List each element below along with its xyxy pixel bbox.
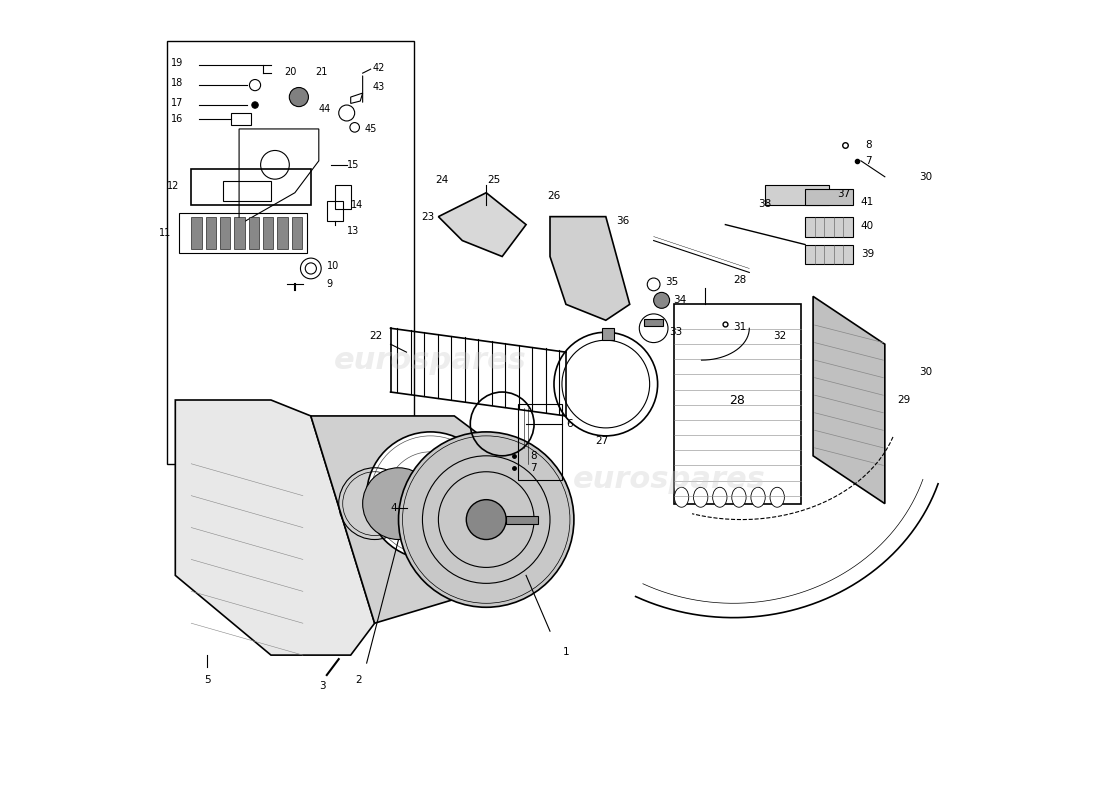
Bar: [277, 217, 288, 249]
Bar: [766, 185, 829, 205]
Text: 44: 44: [319, 104, 331, 114]
Bar: [223, 181, 271, 201]
Text: 7: 7: [530, 462, 537, 473]
Bar: [263, 217, 274, 249]
Circle shape: [252, 102, 258, 108]
Text: 20: 20: [285, 67, 297, 77]
Text: 8: 8: [530, 451, 537, 461]
Text: 24: 24: [436, 174, 449, 185]
Text: 14: 14: [351, 200, 363, 210]
Bar: [167, 42, 415, 464]
Ellipse shape: [732, 487, 746, 507]
Text: 19: 19: [170, 58, 184, 68]
Text: 45: 45: [365, 124, 377, 134]
Text: 17: 17: [170, 98, 184, 108]
Ellipse shape: [674, 487, 689, 507]
Ellipse shape: [693, 487, 708, 507]
Text: 18: 18: [170, 78, 184, 88]
Bar: [206, 217, 216, 249]
Text: 3: 3: [319, 681, 326, 690]
Bar: [673, 304, 801, 504]
Text: 34: 34: [673, 295, 686, 306]
Text: 8: 8: [865, 140, 871, 150]
Bar: [292, 217, 302, 249]
Bar: [805, 217, 852, 237]
Bar: [602, 328, 614, 340]
Bar: [220, 217, 230, 249]
Text: eurospares: eurospares: [334, 346, 527, 374]
Text: 2: 2: [355, 675, 362, 685]
Polygon shape: [813, 296, 884, 504]
Polygon shape: [439, 193, 526, 257]
Text: 22: 22: [370, 331, 383, 342]
Circle shape: [398, 432, 574, 607]
Text: 30: 30: [920, 367, 933, 377]
Text: 41: 41: [861, 198, 875, 207]
Polygon shape: [311, 416, 486, 623]
Polygon shape: [550, 217, 629, 320]
Text: 29: 29: [896, 395, 910, 405]
Text: eurospares: eurospares: [573, 466, 766, 494]
Circle shape: [289, 87, 308, 106]
Text: 21: 21: [315, 67, 327, 77]
Circle shape: [363, 468, 434, 539]
Bar: [506, 515, 538, 523]
Bar: [518, 404, 562, 480]
Text: 23: 23: [421, 212, 434, 222]
Bar: [327, 201, 343, 221]
Bar: [805, 189, 852, 205]
Text: 5: 5: [204, 675, 210, 685]
Text: 6: 6: [565, 419, 573, 429]
Bar: [231, 113, 251, 125]
Text: 27: 27: [595, 436, 608, 446]
Text: 13: 13: [346, 226, 359, 236]
Text: 43: 43: [373, 82, 385, 92]
Text: 15: 15: [346, 160, 359, 170]
Bar: [191, 217, 201, 249]
Bar: [249, 217, 258, 249]
Text: 11: 11: [160, 227, 172, 238]
Text: 30: 30: [920, 172, 933, 182]
Bar: [234, 217, 244, 249]
Polygon shape: [175, 400, 375, 655]
Text: 33: 33: [670, 327, 683, 338]
Text: 28: 28: [734, 275, 747, 286]
Text: 16: 16: [170, 114, 184, 124]
Text: 35: 35: [666, 277, 679, 287]
Text: 26: 26: [548, 190, 561, 201]
Text: 42: 42: [373, 62, 385, 73]
Text: 38: 38: [759, 198, 772, 209]
Text: 31: 31: [734, 322, 747, 332]
Bar: [645, 319, 663, 326]
Ellipse shape: [770, 487, 784, 507]
Circle shape: [653, 292, 670, 308]
Bar: [805, 245, 852, 265]
Bar: [179, 213, 307, 253]
Ellipse shape: [713, 487, 727, 507]
Text: 36: 36: [616, 216, 629, 226]
Text: 32: 32: [773, 331, 786, 342]
Text: 4: 4: [390, 502, 397, 513]
Text: 40: 40: [861, 222, 875, 231]
Bar: [334, 185, 351, 209]
Text: 25: 25: [487, 174, 500, 185]
Text: 1: 1: [562, 647, 570, 657]
Text: 7: 7: [865, 156, 871, 166]
Text: 10: 10: [327, 261, 339, 271]
Text: 28: 28: [729, 394, 746, 406]
Text: 37: 37: [837, 190, 850, 199]
Circle shape: [366, 432, 494, 559]
Circle shape: [403, 468, 459, 523]
Circle shape: [466, 500, 506, 539]
Text: 9: 9: [327, 279, 333, 290]
Text: 39: 39: [861, 249, 875, 259]
Text: 12: 12: [167, 182, 179, 191]
Bar: [191, 169, 311, 205]
Ellipse shape: [751, 487, 766, 507]
